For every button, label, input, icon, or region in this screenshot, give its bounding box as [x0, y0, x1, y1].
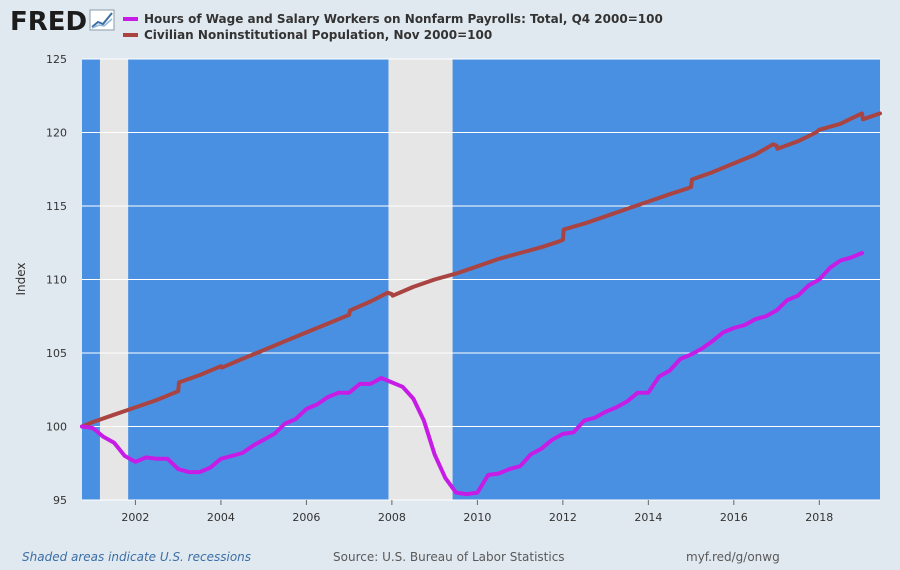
- legend-item-hours[interactable]: Hours of Wage and Salary Workers on Nonf…: [123, 12, 663, 26]
- legend-label-population: Civilian Noninstitutional Population, No…: [144, 28, 492, 42]
- recession-note: Shaded areas indicate U.S. recessions: [22, 550, 252, 564]
- fred-logo[interactable]: FRED: [10, 7, 115, 37]
- source-text: Source: U.S. Bureau of Labor Statistics: [333, 550, 565, 564]
- y-tick-label-115: 115: [46, 200, 67, 213]
- x-tick-label-2008: 2008: [378, 511, 406, 524]
- series-line-population[interactable]: [80, 111, 882, 429]
- fred-logo-text: FRED: [10, 7, 87, 37]
- line-chart-icon: [89, 9, 115, 31]
- legend-item-population[interactable]: Civilian Noninstitutional Population, No…: [123, 28, 492, 42]
- y-tick-label-120: 120: [46, 127, 67, 140]
- legend-label-hours: Hours of Wage and Salary Workers on Nonf…: [144, 12, 663, 26]
- short-link[interactable]: myf.red/g/onwg: [686, 550, 780, 564]
- y-axis: 95 100 105 110 115 120 125: [46, 53, 67, 507]
- x-tick-label-2002: 2002: [121, 511, 149, 524]
- x-tick-label-2004: 2004: [207, 511, 235, 524]
- y-tick-label-100: 100: [46, 421, 67, 434]
- y-tick-label-105: 105: [46, 347, 67, 360]
- y-tick-label-110: 110: [46, 274, 67, 287]
- x-tick-label-2010: 2010: [463, 511, 491, 524]
- x-axis: 2002 2004 2006 2008 2010 2012 2014 2016 2018: [121, 500, 833, 524]
- y-tick-label-95: 95: [53, 494, 67, 507]
- x-tick-label-2012: 2012: [549, 511, 577, 524]
- legend: Hours of Wage and Salary Workers on Nonf…: [123, 12, 663, 42]
- x-tick-label-2016: 2016: [720, 511, 748, 524]
- y-axis-label: Index: [14, 262, 28, 295]
- x-tick-label-2014: 2014: [634, 511, 662, 524]
- x-tick-label-2006: 2006: [292, 511, 320, 524]
- series-line-hours[interactable]: [80, 251, 864, 497]
- y-tick-label-125: 125: [46, 53, 67, 66]
- series-lines: [80, 111, 882, 497]
- gridlines: [82, 58, 880, 501]
- x-tick-label-2018: 2018: [805, 511, 833, 524]
